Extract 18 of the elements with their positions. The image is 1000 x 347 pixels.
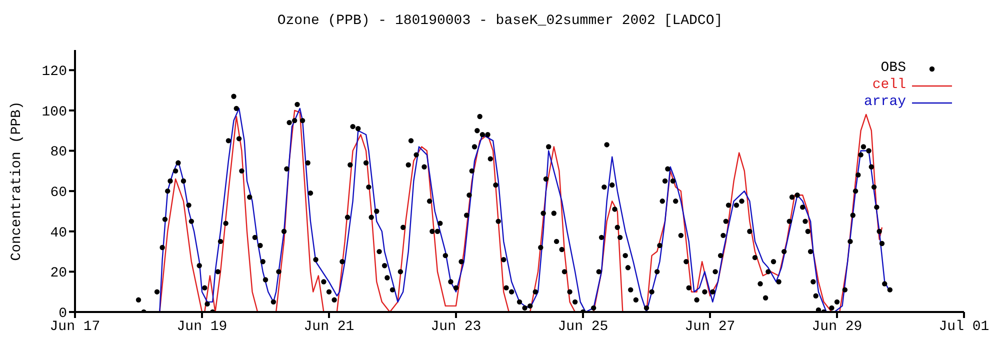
chart-title: Ozone (PPB) - 180190003 - baseK_02summer 2002 [LADCO] — [276, 12, 724, 31]
y-tick-label: 120 — [42, 64, 67, 80]
x-tick-label: Jul 01 — [938, 318, 990, 335]
y-tick-label: 20 — [50, 266, 67, 282]
x-tick-label: Jun 27 — [684, 318, 736, 335]
legend-label: array — [864, 94, 906, 111]
x-tick-label: Jun 29 — [812, 318, 862, 335]
y-axis-title: Concentration (PPB) — [8, 101, 25, 261]
legend-label: cell — [872, 77, 906, 94]
x-tick-label: Jun 19 — [176, 318, 228, 335]
x-tick-label: Jun 21 — [304, 318, 354, 335]
x-tick-label: Jun 23 — [430, 318, 482, 335]
legend-label: OBS — [880, 60, 906, 77]
y-tick-label: 40 — [50, 225, 67, 242]
y-tick-label: 100 — [42, 104, 67, 120]
x-tick-label: Jun 25 — [558, 318, 608, 335]
y-tick-label: 80 — [50, 144, 67, 161]
y-tick-label: 60 — [50, 185, 67, 202]
